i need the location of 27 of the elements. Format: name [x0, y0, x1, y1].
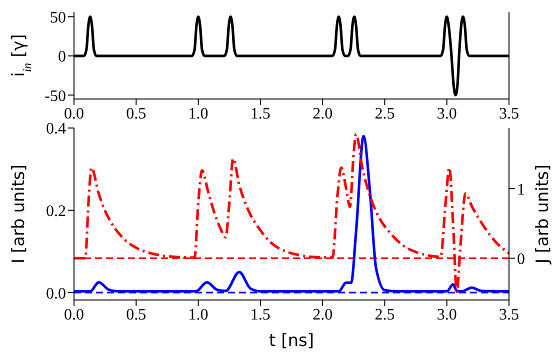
x-tick-label: 2.5	[374, 306, 395, 324]
y2-tick-label: 0	[517, 250, 525, 268]
x-tick-label: 0.0	[64, 105, 84, 122]
x-tick-label: 3.0	[436, 306, 457, 324]
y-tick-label: 0.4	[46, 120, 66, 138]
x-tick-label: 0.5	[126, 306, 146, 324]
y-axis-title: I [arb units]	[9, 164, 29, 264]
y-tick-label: 50	[50, 9, 66, 26]
x-tick-label: 1.0	[188, 306, 208, 324]
x-tick-label: 0.0	[64, 306, 84, 324]
x-tick-label: 0.5	[126, 105, 146, 122]
x-axis-title: t [ns]	[269, 331, 314, 351]
x-tick-label: 2.0	[312, 105, 333, 122]
y-tick-label: -50	[44, 88, 66, 105]
x-tick-label: 3.0	[436, 105, 457, 122]
y2-tick-label: 1	[517, 181, 525, 198]
x-tick-label: 1.5	[250, 105, 270, 122]
x-tick-label: 1.0	[188, 105, 208, 122]
y-tick-label: 0	[58, 48, 66, 66]
y-tick-label: 0.0	[46, 285, 66, 302]
x-tick-label: 2.0	[312, 306, 333, 324]
x-tick-label: 2.5	[374, 105, 395, 122]
x-tick-label: 1.5	[250, 306, 270, 324]
y-tick-label: 0.2	[46, 202, 66, 220]
x-tick-label: 3.5	[499, 306, 519, 324]
x-tick-label: 3.5	[499, 105, 519, 122]
y2-axis-title: J [arb units]	[533, 164, 553, 265]
